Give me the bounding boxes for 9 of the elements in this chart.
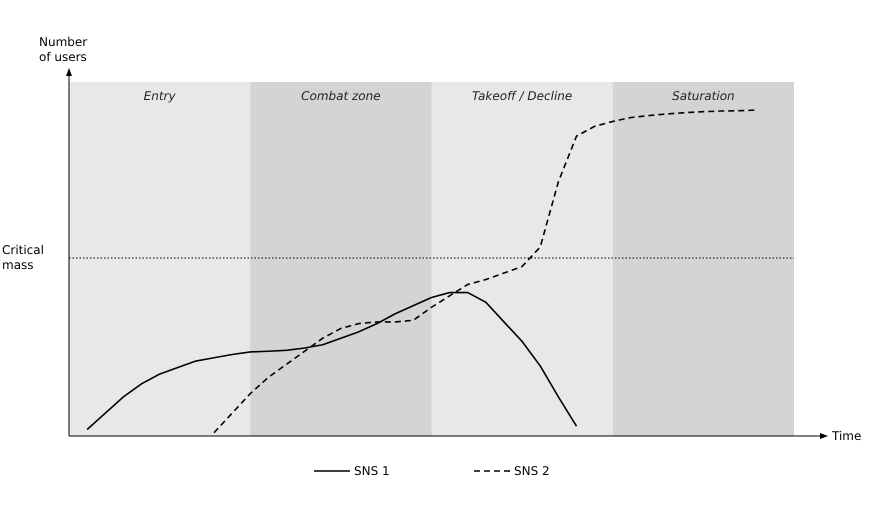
text: Combat zone — [301, 89, 381, 103]
text: Entry — [144, 89, 176, 103]
text: Takeoff / Decline — [472, 89, 572, 103]
legend-label: SNS 2 — [514, 464, 550, 478]
text: Saturation — [672, 89, 735, 103]
legend-label: SNS 1 — [354, 464, 390, 478]
ref-line-label: Critical mass — [2, 243, 44, 272]
x-axis-title: Time — [831, 429, 862, 443]
y-axis-title: Number of users — [39, 35, 88, 64]
